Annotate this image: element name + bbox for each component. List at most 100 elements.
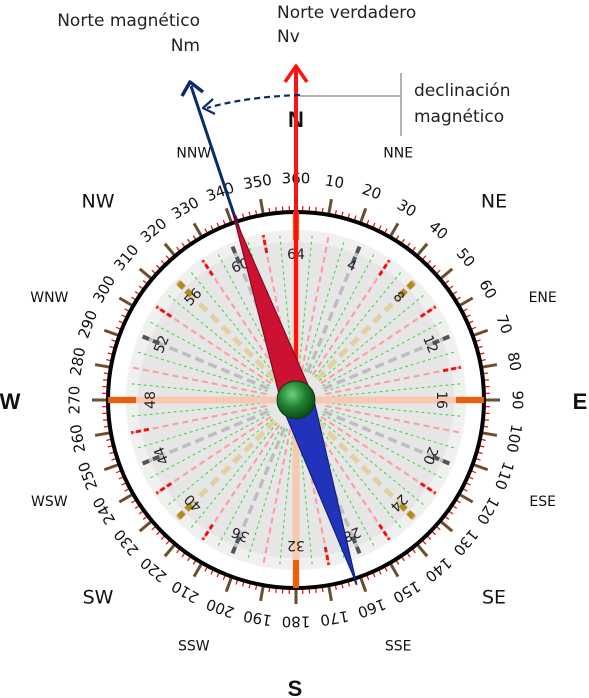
dial-ray-end: [398, 502, 417, 521]
dial-ray: [262, 429, 292, 565]
dial-ray-major: [140, 409, 269, 466]
degree-label: 320: [137, 214, 171, 246]
true-north-arrow: [283, 64, 309, 400]
compass-needle: [232, 213, 358, 586]
dial-ray-end: [229, 244, 242, 265]
cardinal-e: E: [573, 389, 588, 414]
dial-ray-end: [398, 279, 417, 298]
dial-ray-red-end: [419, 305, 437, 318]
intercardinal-label: SE: [482, 586, 506, 608]
degree-label: 220: [137, 554, 171, 586]
dial-ray-end: [431, 333, 452, 346]
dial-ray-red-end: [378, 259, 391, 277]
dial-ray: [216, 426, 283, 549]
dial-ray: [298, 232, 313, 371]
dial-ray-major: [305, 244, 362, 373]
dial-ray: [189, 269, 278, 378]
degree-label: 330: [168, 193, 202, 223]
declination-arc: [201, 93, 301, 115]
degree-label: 210: [168, 577, 202, 607]
degree-label: 30: [394, 196, 420, 221]
degree-label: 180: [282, 613, 311, 631]
dial-ray: [309, 426, 376, 549]
degree-label: 350: [242, 171, 273, 194]
intercardinal-label: NNE: [383, 145, 413, 161]
dial-ray-red-end: [378, 523, 391, 541]
dial-ray: [309, 251, 376, 374]
degree-label: 40: [425, 217, 451, 243]
dial-ray: [189, 422, 278, 531]
dial-ray: [318, 293, 427, 382]
dial-ray-end: [350, 244, 363, 265]
degree-label: 110: [491, 459, 518, 492]
degree-label: 230: [110, 526, 142, 560]
true-north-abbr: Nv: [277, 27, 300, 47]
intercardinal-label: SSE: [385, 639, 412, 655]
dial-ray-end: [140, 333, 161, 346]
degree-label: 150: [390, 577, 424, 607]
dial-ray: [314, 269, 403, 378]
degree-label: 160: [355, 595, 388, 622]
dial-ray-red-end: [323, 546, 331, 566]
dial-ray-major: [315, 279, 417, 381]
inner-scale-label: 32: [287, 537, 305, 553]
dial-ray: [147, 413, 270, 480]
intercardinal-label: NE: [481, 191, 507, 213]
dial-ray: [325, 383, 464, 398]
inner-scale-label: 52: [151, 333, 173, 356]
dial-ray-end: [229, 535, 242, 556]
dial-ray: [324, 350, 457, 392]
intercardinal-label: ESE: [529, 494, 556, 510]
dial-ray-major: [315, 419, 417, 521]
dial-ray: [279, 429, 294, 568]
intercardinal-label: SW: [83, 586, 114, 608]
degree-label: 310: [110, 241, 142, 275]
dial-ray-major: [323, 334, 452, 391]
dial-ray: [216, 251, 283, 374]
dial-ray-major: [175, 279, 277, 381]
degree-label: 280: [67, 346, 90, 377]
needle-pivot: [276, 380, 316, 420]
degree-label: 80: [504, 351, 525, 373]
degree-label: 260: [67, 423, 90, 454]
dial-ray: [325, 366, 461, 396]
intercardinal-label: NW: [82, 191, 115, 213]
dial-ray-end: [175, 279, 194, 298]
intercardinal-label: WNW: [30, 290, 68, 306]
dial-ray: [298, 429, 313, 568]
dial-ray: [155, 305, 272, 385]
degree-label: 300: [89, 272, 119, 306]
dial-ray: [165, 293, 274, 382]
dial-ray: [165, 418, 274, 507]
degree-label: 240: [89, 494, 119, 528]
dial-ray: [314, 422, 403, 531]
inner-scale-label: 36: [229, 523, 252, 545]
degree-label: 20: [360, 180, 384, 203]
dial-ray: [131, 366, 267, 396]
intercardinal-label: WSW: [31, 494, 68, 510]
dial-ray-end: [175, 502, 194, 521]
inner-scale-label: 12: [419, 333, 441, 356]
dial-ray-red-end: [201, 523, 214, 541]
degree-label: 200: [204, 595, 237, 622]
dial-ray-major: [175, 419, 277, 521]
dial-ray: [128, 402, 267, 417]
dial-ray: [201, 259, 281, 376]
dial-ray: [147, 320, 270, 387]
degree-label: 60: [475, 276, 500, 302]
dial-ray: [300, 235, 330, 371]
dial-ray-major: [140, 334, 269, 391]
dial-ray-red-end: [155, 305, 173, 318]
dial-ray: [201, 424, 281, 541]
degree-label: 100: [503, 423, 526, 454]
inner-scale-label: 44: [151, 444, 173, 467]
degree-label: 170: [319, 607, 350, 630]
dial-ray: [279, 232, 294, 371]
dial-ray-end: [350, 535, 363, 556]
inner-scale-label: 20: [419, 444, 441, 467]
degree-label: 290: [75, 308, 102, 341]
inner-scale-label: 16: [433, 391, 449, 409]
dial-ray: [155, 415, 272, 495]
intercardinal-label: ENE: [529, 290, 557, 306]
